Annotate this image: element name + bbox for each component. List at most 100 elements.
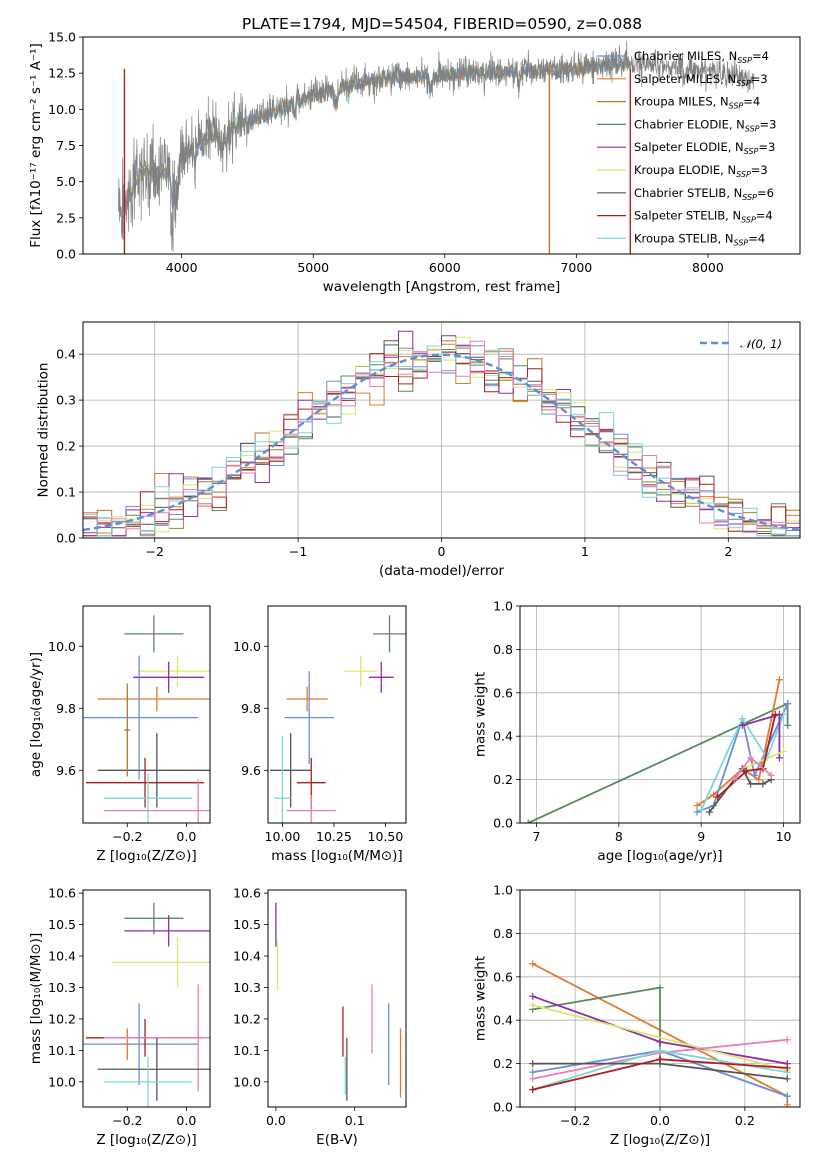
x-tick-label: 8	[615, 829, 623, 844]
axes-frame	[82, 605, 211, 824]
weight-marker	[693, 802, 701, 810]
panel-age-vs-Z: −0.2 0.0 9.6 9.8 10.0 Z [log₁₀(Z/Z⊙)] age [log…	[28, 605, 211, 864]
y-tick-label: 10.3	[233, 980, 261, 995]
errorbar-point	[124, 615, 184, 653]
weight-marker	[730, 776, 738, 784]
histogram-series	[83, 340, 800, 533]
x-tick-label: 2	[724, 544, 732, 559]
legend-label: 𝒩(0, 1)	[740, 337, 782, 351]
weight-marker	[529, 1001, 537, 1009]
errorbar-point	[103, 779, 210, 823]
y-tick-label: 0.4	[493, 729, 513, 744]
x-tick-label: 0.2	[735, 1113, 755, 1128]
y-tick-label: 0.6	[493, 969, 513, 984]
weight-marker	[747, 754, 755, 762]
y-tick-label: 0.4	[493, 1013, 513, 1028]
x-tick-label: −0.2	[560, 1113, 590, 1128]
y-tick-label: 10.1	[233, 1043, 261, 1058]
weight-marker	[784, 700, 792, 708]
errorbar-point	[97, 1037, 210, 1101]
x-tick-label: 0.0	[176, 1113, 196, 1128]
weight-marker	[784, 721, 792, 729]
legend-label: Kroupa ELODIE, NSSP=3	[634, 163, 768, 179]
panel-mass-vs-Z: −0.2 0.0 10.0 10.1 10.2 10.3 10.4 10.5 10.6 Z [lo…	[28, 886, 211, 1148]
y-tick-label: 15.0	[48, 30, 76, 45]
legend-item: Chabrier STELIB, NSSP=6	[597, 186, 774, 202]
panel-weight-vs-age: 7 8 9 10 0.0 0.2 0.4 0.6 0.8 1.0 age [log₁₀(age/yr…	[472, 599, 801, 864]
errorbar-point	[124, 915, 210, 947]
weight-marker	[656, 1038, 664, 1046]
x-axis-label: Z [log₁₀(Z/Z⊙)]	[610, 1132, 710, 1148]
errorbar-point	[103, 984, 210, 1092]
y-tick-label: 10.6	[48, 886, 76, 901]
y-tick-label: 10.6	[233, 886, 261, 901]
weight-marker	[529, 960, 537, 968]
x-tick-label: 0.1	[345, 1113, 365, 1128]
y-tick-label: 0.2	[56, 439, 76, 454]
errorbar-point	[97, 733, 210, 808]
weight-line	[527, 702, 789, 823]
y-tick-label: 10.1	[48, 1043, 76, 1058]
y-axis-label: mass weight	[472, 672, 488, 757]
y-tick-label: 5.0	[56, 174, 76, 189]
y-tick-label: 0.0	[493, 1100, 513, 1115]
weight-line	[696, 679, 781, 807]
plot-area	[275, 902, 402, 1101]
x-tick-label: 0.0	[650, 1113, 670, 1128]
x-tick-label: 10.00	[265, 829, 301, 844]
legend-label: Kroupa MILES, NSSP=4	[634, 95, 760, 111]
figure-title: PLATE=1794, MJD=54504, FIBERID=0590, z=0…	[242, 15, 642, 33]
weight-marker	[775, 676, 783, 684]
weight-line	[532, 986, 661, 1064]
weight-marker	[738, 715, 746, 723]
errorbar-point	[103, 1056, 193, 1107]
plot-area	[520, 606, 800, 823]
errorbar-point	[124, 1028, 131, 1060]
x-axis-label: age [log₁₀(age/yr)]	[597, 848, 722, 864]
panel-residuals: −2 −1 0 1 2 0.0 0.1 0.2 0.3 0.4 (data-model)/error…	[35, 321, 801, 579]
axes-frame	[267, 889, 407, 1108]
y-tick-label: 0.0	[493, 816, 513, 831]
plot-area	[270, 615, 406, 823]
weight-marker	[529, 1086, 537, 1094]
y-tick-label: 0.4	[56, 347, 76, 362]
y-tick-label: 10.0	[233, 639, 261, 654]
x-axis-label: E(B-V)	[316, 1132, 358, 1148]
x-tick-label: 1	[581, 544, 589, 559]
weight-marker	[738, 721, 746, 729]
x-tick-label: 0	[438, 544, 446, 559]
gaussian-curve	[83, 353, 800, 532]
x-tick-label: −2	[145, 544, 163, 559]
errorbar-point	[103, 773, 193, 823]
x-tick-label: 10.50	[368, 829, 404, 844]
y-axis-label: mass [log₁₀(M/M⊙)]	[28, 933, 44, 1064]
y-tick-label: 0.2	[493, 1056, 513, 1071]
errorbar-point	[373, 615, 406, 653]
x-tick-label: 0.0	[266, 1113, 286, 1128]
weight-marker	[783, 1064, 791, 1072]
errorbar-point	[83, 1003, 199, 1085]
weight-marker	[751, 771, 759, 779]
legend: Chabrier MILES, NSSP=4 Salpeter MILES, NS…	[597, 49, 776, 247]
y-tick-label: 10.0	[48, 102, 76, 117]
plot-area	[520, 890, 800, 1107]
panel-spectrum: 4000 5000 6000 7000 8000 0.0 2.5 5.0 7.5 10.0 12.5…	[28, 30, 801, 295]
x-tick-label: 5000	[297, 260, 329, 275]
plot-area	[83, 902, 210, 1107]
legend-label: Chabrier MILES, NSSP=4	[634, 49, 769, 65]
legend: 𝒩(0, 1)	[700, 337, 782, 351]
x-axis-label: mass [log₁₀(M/M⊙)]	[271, 848, 402, 864]
weight-marker	[767, 771, 775, 779]
plot-area	[83, 322, 800, 538]
plot-area	[118, 40, 755, 254]
weight-marker	[783, 1101, 791, 1107]
weight-marker	[529, 1060, 537, 1068]
y-tick-label: 0.0	[56, 247, 76, 262]
weight-marker	[759, 780, 767, 788]
errorbar-point	[286, 686, 328, 712]
panel-mass-vs-EBV: 0.0 0.1 10.0 10.1 10.2 10.3 10.4 10.5 10.6 E(B-V)	[233, 886, 407, 1148]
x-tick-label: 0.0	[176, 829, 196, 844]
y-axis-label: mass weight	[472, 956, 488, 1041]
panel-weight-vs-Z: −0.2 0.0 0.2 0.0 0.2 0.4 0.6 0.8 1.0 Z [log₁₀(Z/Z…	[472, 883, 801, 1148]
x-axis-label: Z [log₁₀(Z/Z⊙)]	[96, 1132, 196, 1148]
